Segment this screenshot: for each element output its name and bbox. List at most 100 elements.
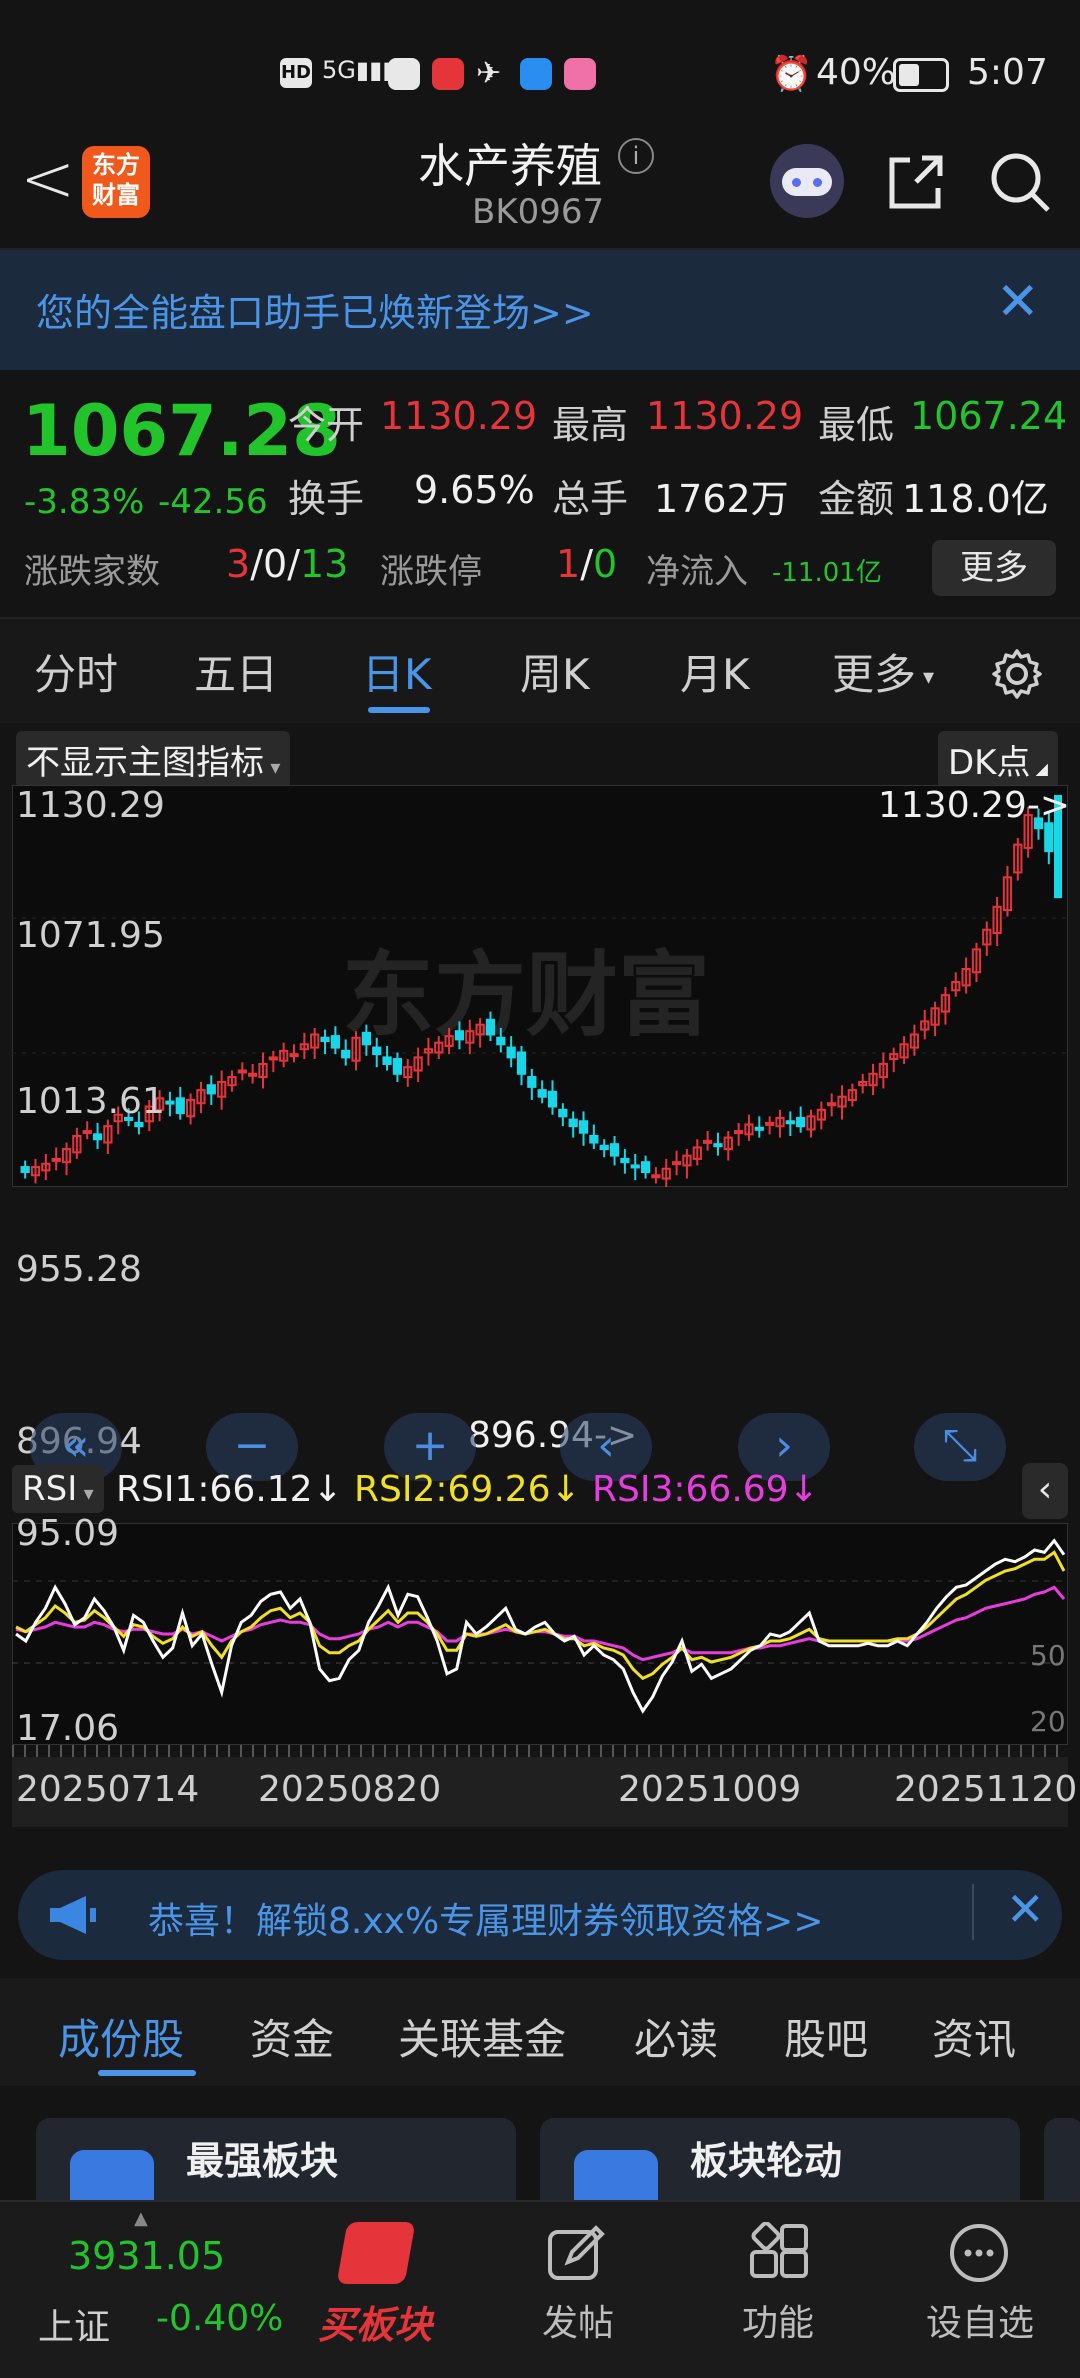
dk-point-toggle[interactable]: DK点 ◢	[938, 731, 1058, 788]
tab-must-read[interactable]: 必读	[634, 2015, 719, 2064]
tab-five-day[interactable]: 五日	[194, 650, 279, 699]
candle-body	[961, 967, 971, 987]
candle-body	[785, 1120, 795, 1125]
change-amount: -42.56	[158, 482, 268, 522]
tab-news[interactable]: 资讯	[932, 2015, 1017, 2064]
candle-body	[858, 1080, 868, 1087]
candle-body	[837, 1095, 847, 1108]
tab-monthly-k[interactable]: 月K	[680, 650, 750, 699]
post-edit-icon[interactable]	[546, 2222, 608, 2284]
clock: 5:07	[967, 52, 1048, 93]
bottom-nav: ▲ 3931.05 上证 -0.40% 买板块 发帖 功能 设自选	[0, 2200, 1080, 2378]
nav-watchlist[interactable]: 设自选	[926, 2303, 1035, 2344]
tab-forum[interactable]: 股吧	[784, 2015, 869, 2064]
candle-body	[920, 1020, 930, 1031]
scroll-right-icon[interactable]: ›	[738, 1413, 830, 1481]
rsi-level-50: 50	[1030, 1639, 1066, 1672]
candle-body	[1013, 843, 1023, 874]
candle-body	[1002, 876, 1013, 912]
tab-constituents[interactable]: 成份股	[58, 2015, 185, 2064]
candle-body	[827, 1102, 837, 1107]
search-icon[interactable]	[988, 150, 1052, 214]
tab-funds-flow[interactable]: 资金	[250, 2015, 335, 2064]
candle-body	[351, 1036, 361, 1062]
rsi-line-rsi1	[15, 1538, 1066, 1714]
candle-body	[992, 905, 1002, 934]
indicator-select[interactable]: 不显示主图指标 ▾	[16, 731, 291, 788]
promo-close-icon[interactable]: ✕	[1006, 1882, 1045, 1936]
collapse-icon[interactable]: ‹	[1022, 1463, 1068, 1519]
subtab-active-indicator	[98, 2070, 196, 2076]
candle-body	[465, 1030, 475, 1044]
y-tick-3: 1013.61	[16, 1081, 165, 1122]
candle-body	[589, 1134, 599, 1144]
candle-body	[217, 1080, 227, 1098]
assistant-banner[interactable]: 您的全能盘口助手已焕新登场>> ✕	[0, 250, 1080, 370]
candle-body	[599, 1144, 609, 1151]
battery-percent: 40%	[816, 52, 897, 93]
candle-body	[630, 1164, 640, 1169]
amount-value: 118.0亿	[902, 477, 1049, 521]
candle-body	[754, 1126, 764, 1131]
zoom-out-icon[interactable]: −	[206, 1413, 298, 1481]
candle-body	[413, 1056, 423, 1072]
candle-body	[372, 1046, 382, 1056]
tab-daily-k[interactable]: 日K	[362, 650, 432, 699]
banner-text[interactable]: 您的全能盘口助手已焕新登场>>	[36, 291, 594, 335]
tab-intraday[interactable]: 分时	[34, 650, 119, 699]
rsi-chart[interactable]	[12, 1523, 1068, 1745]
chart-watermark: 东方财富	[342, 942, 710, 1049]
logo-line-1: 东方	[92, 151, 140, 179]
fullscreen-icon[interactable]: ⤡	[914, 1413, 1006, 1481]
share-icon[interactable]	[886, 152, 946, 212]
close-icon[interactable]: ✕	[996, 272, 1040, 332]
promo-banner[interactable]: 恭喜！解锁8.xx%专属理财券领取资格>> ✕	[18, 1870, 1062, 1960]
candle-body	[175, 1097, 185, 1115]
kline-chart-area[interactable]: 不显示主图指标 ▾ DK点 ◢ 东方财富 1130.29 1071.95 101…	[0, 723, 1080, 1853]
index-name[interactable]: 上证	[38, 2307, 111, 2348]
y-tick-2: 1071.95	[16, 915, 165, 956]
candle-body	[806, 1115, 816, 1131]
candle-body	[403, 1066, 413, 1079]
candle-body	[971, 948, 982, 974]
nav-buy-sector[interactable]: 买板块	[318, 2303, 433, 2347]
candle-body	[41, 1162, 51, 1172]
add-watchlist-icon[interactable]	[948, 2222, 1010, 2284]
candle-body	[847, 1089, 857, 1101]
candlestick-chart[interactable]: 东方财富	[12, 785, 1068, 1187]
nav-post[interactable]: 发帖	[542, 2303, 615, 2344]
tab-more[interactable]: 更多 ▾	[832, 650, 935, 699]
breadth-values: 3/0/13	[226, 542, 349, 586]
tab-weekly-k[interactable]: 周K	[520, 650, 590, 699]
promo-divider	[972, 1884, 974, 1940]
nav-functions[interactable]: 功能	[742, 2303, 815, 2344]
megaphone-icon	[50, 1896, 96, 1934]
more-button[interactable]: 更多	[932, 540, 1056, 596]
candle-body	[392, 1058, 403, 1075]
app-logo[interactable]: 东方 财富	[82, 146, 150, 218]
tab-related-funds[interactable]: 关联基金	[398, 2015, 567, 2064]
candle-body	[671, 1161, 682, 1166]
candle-body	[258, 1062, 268, 1079]
robot-assistant-icon[interactable]	[770, 144, 844, 218]
settings-gear-icon[interactable]	[990, 647, 1044, 701]
functions-grid-icon[interactable]	[748, 2222, 810, 2284]
promo-text[interactable]: 恭喜！解锁8.xx%专属理财券领取资格>>	[148, 1901, 824, 1942]
rsi-select[interactable]: RSI ▾	[12, 1465, 104, 1513]
zoom-in-icon[interactable]: +	[384, 1413, 476, 1481]
sector-code: BK0967	[472, 192, 605, 232]
index-change[interactable]: -0.40%	[156, 2298, 284, 2339]
back-icon[interactable]: <	[20, 140, 76, 217]
index-value[interactable]: 3931.05	[68, 2234, 226, 2278]
scroll-left-icon[interactable]: ‹	[560, 1413, 652, 1481]
candle-body	[868, 1072, 878, 1087]
high-marker: 1130.29->	[878, 785, 1071, 826]
candle-body	[185, 1098, 196, 1118]
candle-body	[640, 1161, 651, 1173]
candle-body	[878, 1062, 889, 1079]
breadth-label: 涨跌家数	[24, 552, 160, 592]
buy-sector-icon[interactable]	[336, 2222, 416, 2284]
candle-body	[154, 1097, 165, 1111]
info-icon[interactable]: i	[618, 138, 654, 174]
low-label: 最低	[818, 403, 895, 447]
